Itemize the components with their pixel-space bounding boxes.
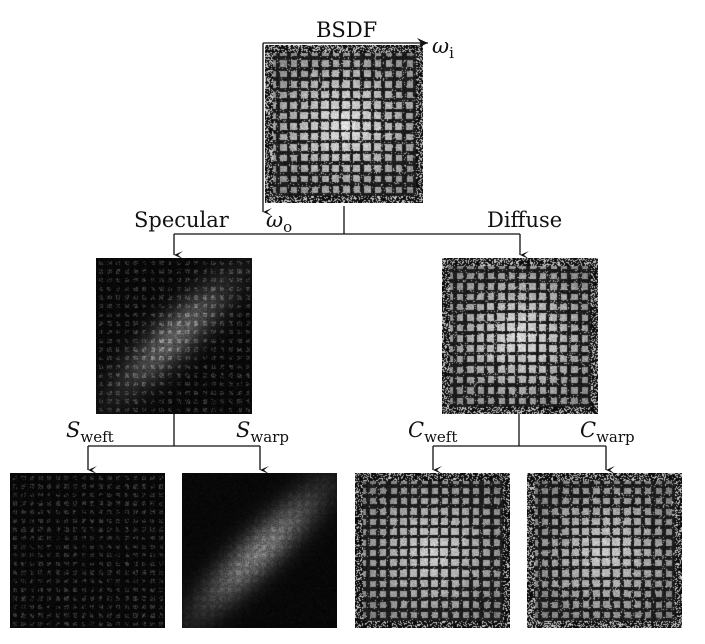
c-weft-label: Cweft [408,418,458,446]
bsdf-panel [265,45,423,203]
s-weft-label: Sweft [66,418,114,446]
bsdf-title: BSDF [316,18,378,42]
diffuse-label: Diffuse [487,208,563,232]
s-warp-label: Swarp [236,418,289,446]
s-weft-panel [10,473,165,628]
axis-wo-label: ωo [266,208,293,236]
specular-label: Specular [134,208,229,232]
c-weft-panel [355,473,510,628]
c-warp-panel [527,473,682,628]
c-warp-label: Cwarp [580,418,635,446]
specular-panel [96,258,252,414]
axis-wi-label: ωi [432,34,454,62]
s-warp-panel [182,473,337,628]
diffuse-panel [442,258,598,414]
